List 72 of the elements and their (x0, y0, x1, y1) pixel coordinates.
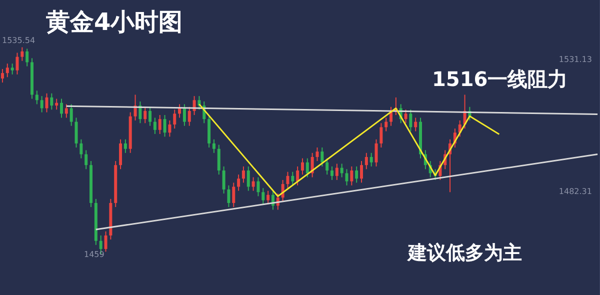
candlestick (55, 98, 58, 110)
candlestick (242, 166, 245, 184)
candlestick (350, 166, 354, 186)
candlestick (84, 150, 88, 170)
candlestick (286, 171, 290, 189)
candlestick (320, 147, 324, 167)
candlestick (256, 176, 260, 197)
candlestick (148, 106, 152, 126)
annotation: 1459 (84, 250, 104, 259)
candlestick (178, 104, 182, 118)
chart-title: 黄金4小时图 (46, 7, 183, 38)
candlestick (35, 90, 38, 105)
candlestick (246, 166, 250, 192)
candlestick (70, 104, 73, 126)
candlestick (291, 171, 294, 186)
candlestick (60, 98, 63, 118)
candlestick (262, 188, 265, 205)
candlestick (340, 163, 344, 178)
candlestick (252, 176, 255, 192)
candlestick (370, 152, 373, 167)
candlestick (182, 104, 186, 126)
candlestick (335, 163, 338, 180)
candlestick (119, 138, 122, 170)
candlestick (153, 117, 156, 134)
candlestick (80, 138, 83, 159)
candlestick (232, 182, 236, 208)
candlestick (404, 109, 408, 124)
candlestick (104, 230, 108, 252)
candlestick (144, 106, 147, 124)
candlestick (64, 104, 68, 118)
candlestick (40, 96, 44, 113)
candlestick (163, 114, 166, 138)
annotation: 1535.54 (2, 36, 36, 45)
candlestick (326, 158, 329, 176)
candlestick (26, 48, 29, 67)
candlestick (409, 109, 412, 132)
annotation: 1516一线阻力 (432, 66, 568, 93)
y-tick-label: 1531.13 (558, 55, 592, 64)
candlestick (217, 144, 220, 176)
candlestick (227, 184, 230, 208)
candlestick (168, 120, 172, 138)
candlestick (296, 166, 300, 186)
candlestick (300, 158, 304, 176)
candlestick (237, 174, 240, 192)
candlestick (364, 152, 368, 170)
candlestick (316, 147, 319, 162)
candlestick (306, 158, 309, 178)
candlestick (0, 68, 4, 84)
candlestick (45, 92, 48, 113)
candlestick (380, 122, 383, 148)
candlestick (360, 160, 363, 184)
candlestick (173, 109, 176, 130)
y-tick-label: 1482.31 (558, 187, 592, 196)
candlestick (345, 168, 348, 186)
candlestick (384, 117, 388, 132)
annotation: 建议低多为主 (408, 241, 522, 266)
candlestick (355, 166, 358, 184)
candlestick (20, 46, 24, 62)
candlestick (414, 117, 418, 132)
candlestick (330, 166, 334, 180)
candlestick (212, 138, 216, 154)
candlestick (188, 106, 191, 126)
candlestick (16, 52, 19, 75)
candlestick (10, 63, 14, 75)
candlestick (50, 92, 54, 110)
candlestick (74, 117, 78, 148)
candlestick (6, 63, 9, 78)
candlestick (266, 190, 270, 205)
candlestick (124, 138, 127, 154)
candlestick (158, 114, 162, 134)
candlestick (222, 166, 226, 194)
candlestick (374, 138, 378, 167)
